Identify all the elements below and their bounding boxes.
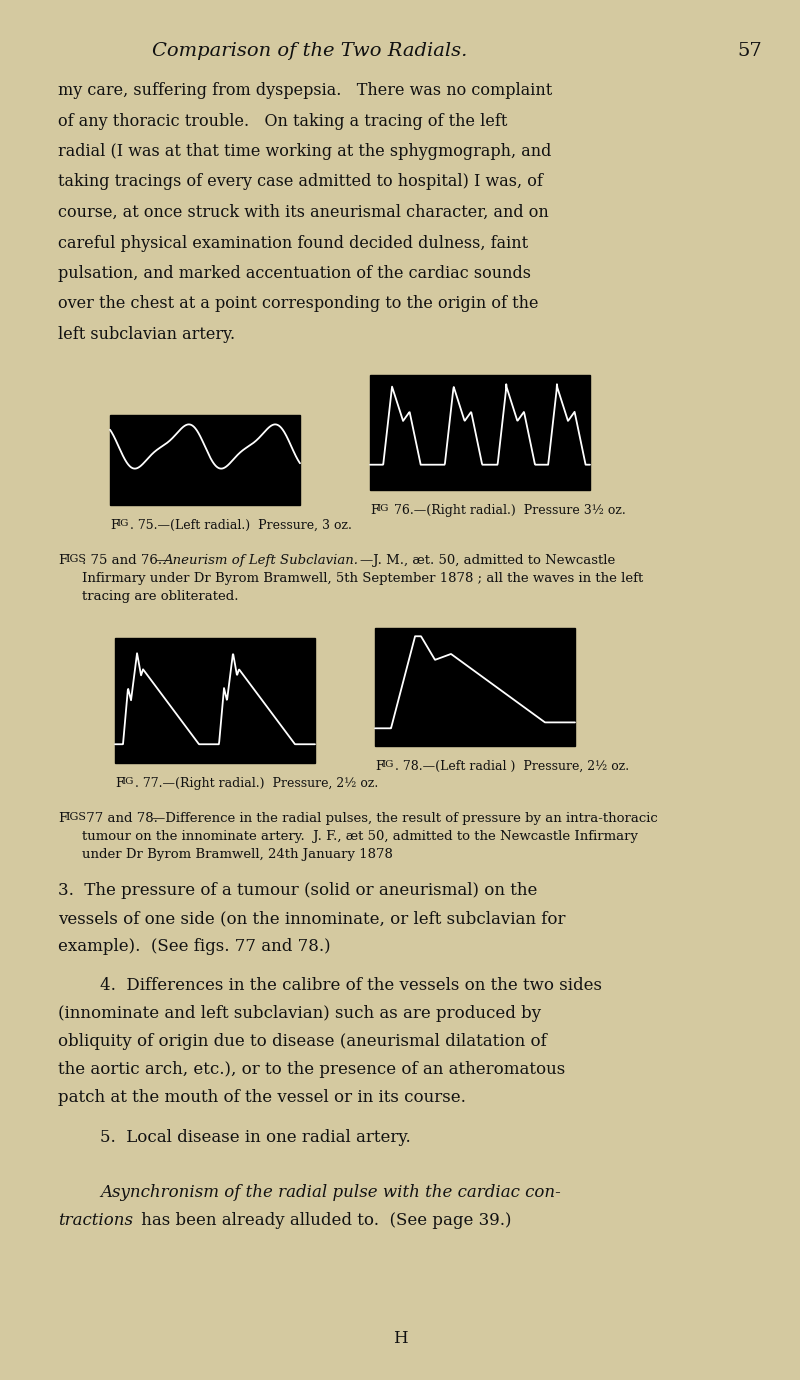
- Text: —J. M., æt. 50, admitted to Newcastle: —J. M., æt. 50, admitted to Newcastle: [360, 553, 615, 567]
- Text: F: F: [370, 504, 378, 518]
- Text: over the chest at a point corresponding to the origin of the: over the chest at a point corresponding …: [58, 295, 538, 312]
- Text: . 75 and 76.: . 75 and 76.: [82, 553, 162, 567]
- Text: obliquity of origin due to disease (aneurismal dilatation of: obliquity of origin due to disease (aneu…: [58, 1034, 546, 1050]
- Text: pulsation, and marked accentuation of the cardiac sounds: pulsation, and marked accentuation of th…: [58, 265, 531, 282]
- Text: left subclavian artery.: left subclavian artery.: [58, 326, 235, 344]
- Text: vessels of one side (on the innominate, or left subclavian for: vessels of one side (on the innominate, …: [58, 909, 566, 927]
- Text: tumour on the innominate artery.  J. F., æt 50, admitted to the Newcastle Infirm: tumour on the innominate artery. J. F., …: [82, 829, 638, 843]
- Text: 4.  Differences in the calibre of the vessels on the two sides: 4. Differences in the calibre of the ves…: [100, 977, 602, 994]
- Text: F: F: [110, 519, 118, 533]
- Text: radial (I was at that time working at the sphygmograph, and: radial (I was at that time working at th…: [58, 144, 551, 160]
- Text: has been already alluded to.  (See page 39.): has been already alluded to. (See page 3…: [136, 1212, 511, 1230]
- Text: . 77.—(Right radial.)  Pressure, 2½ oz.: . 77.—(Right radial.) Pressure, 2½ oz.: [135, 777, 378, 789]
- Text: . 78.—(Left radial )  Pressure, 2½ oz.: . 78.—(Left radial ) Pressure, 2½ oz.: [395, 760, 629, 773]
- Text: under Dr Byrom Bramwell, 24th January 1878: under Dr Byrom Bramwell, 24th January 18…: [82, 847, 393, 861]
- Text: careful physical examination found decided dulness, faint: careful physical examination found decid…: [58, 235, 528, 251]
- Text: H: H: [393, 1330, 407, 1347]
- Text: 77 and 78.: 77 and 78.: [82, 811, 158, 825]
- Text: Comparison of the Two Radials.: Comparison of the Two Radials.: [152, 41, 468, 59]
- Text: Infirmary under Dr Byrom Bramwell, 5th September 1878 ; all the waves in the lef: Infirmary under Dr Byrom Bramwell, 5th S…: [82, 571, 643, 585]
- Bar: [375, 628, 575, 747]
- Text: IG: IG: [376, 504, 389, 513]
- Text: IGS: IGS: [65, 553, 86, 564]
- Text: F: F: [375, 760, 384, 773]
- Text: tracing are obliterated.: tracing are obliterated.: [82, 591, 238, 603]
- Bar: [110, 415, 300, 505]
- Text: IGS: IGS: [65, 811, 86, 822]
- Text: course, at once struck with its aneurismal character, and on: course, at once struck with its aneurism…: [58, 204, 549, 221]
- Bar: [115, 638, 315, 763]
- Bar: [370, 375, 590, 490]
- Text: tractions: tractions: [58, 1212, 133, 1230]
- Text: (innominate and left subclavian) such as are produced by: (innominate and left subclavian) such as…: [58, 1005, 541, 1023]
- Text: F: F: [115, 777, 124, 789]
- Text: patch at the mouth of the vessel or in its course.: patch at the mouth of the vessel or in i…: [58, 1089, 466, 1105]
- Text: IG: IG: [381, 760, 394, 769]
- Text: F: F: [58, 553, 67, 567]
- Text: Asynchronism of the radial pulse with the cardiac con-: Asynchronism of the radial pulse with th…: [100, 1184, 561, 1201]
- Text: IG: IG: [121, 777, 134, 787]
- Text: of any thoracic trouble.   On taking a tracing of the left: of any thoracic trouble. On taking a tra…: [58, 113, 507, 130]
- Text: the aortic arch, etc.), or to the presence of an atheromatous: the aortic arch, etc.), or to the presen…: [58, 1061, 566, 1078]
- Text: taking tracings of every case admitted to hospital) I was, of: taking tracings of every case admitted t…: [58, 174, 543, 190]
- Text: F: F: [58, 811, 67, 825]
- Text: IG: IG: [116, 519, 129, 529]
- Text: 76.—(Right radial.)  Pressure 3½ oz.: 76.—(Right radial.) Pressure 3½ oz.: [390, 504, 626, 518]
- Text: . 75.—(Left radial.)  Pressure, 3 oz.: . 75.—(Left radial.) Pressure, 3 oz.: [130, 519, 352, 533]
- Text: 57: 57: [738, 41, 762, 59]
- Text: my care, suffering from dyspepsia.   There was no complaint: my care, suffering from dyspepsia. There…: [58, 81, 552, 99]
- Text: 5.  Local disease in one radial artery.: 5. Local disease in one radial artery.: [100, 1129, 410, 1145]
- Text: Aneurism of Left Subclavian.: Aneurism of Left Subclavian.: [163, 553, 358, 567]
- Text: 3.  The pressure of a tumour (solid or aneurismal) on the: 3. The pressure of a tumour (solid or an…: [58, 882, 538, 898]
- Text: —Difference in the radial pulses, the result of pressure by an intra-thoracic: —Difference in the radial pulses, the re…: [152, 811, 658, 825]
- Text: —: —: [155, 553, 168, 567]
- Text: example).  (See figs. 77 and 78.): example). (See figs. 77 and 78.): [58, 938, 330, 955]
